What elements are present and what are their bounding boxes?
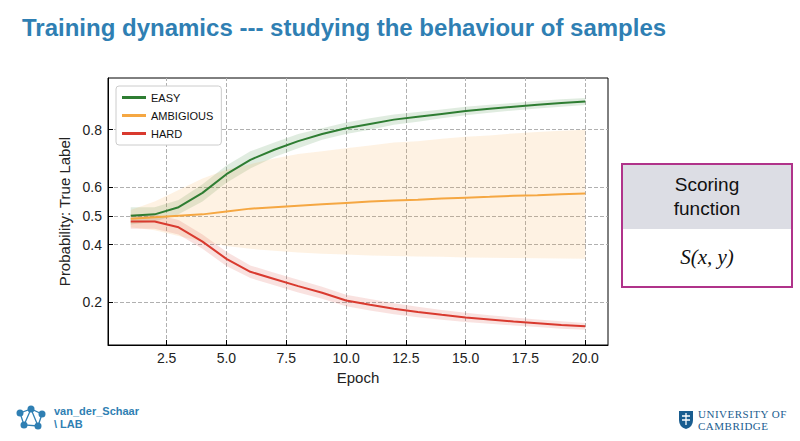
svg-text:EASY: EASY [151,92,181,104]
html-text:Scoring function: Scoring function [673,174,741,219]
svg-text:0.6: 0.6 [83,179,103,195]
svg-text:2.5: 2.5 [157,350,177,366]
svg-text:7.5: 7.5 [276,350,296,366]
svg-text:AMBIGIOUS: AMBIGIOUS [151,110,213,122]
svg-text:0.5: 0.5 [83,208,103,224]
svg-text:0.4: 0.4 [83,237,103,253]
svg-text:Epoch: Epoch [337,369,380,386]
svg-text:Probability: True Label: Probability: True Label [56,137,73,286]
svg-text:0.8: 0.8 [83,122,103,138]
svg-text:0.2: 0.2 [83,294,103,310]
html-text:UNIVERSITY OF: UNIVERSITY OF [698,408,787,420]
svg-text:20.0: 20.0 [572,350,599,366]
svg-text:17.5: 17.5 [512,350,539,366]
html-text:CAMBRIDGE: CAMBRIDGE [698,420,769,432]
svg-text:10.0: 10.0 [332,350,359,366]
html-text:\ LAB: \ LAB [54,418,83,430]
html-text:S(x, y): S(x, y) [680,245,734,269]
svg-text:HARD: HARD [151,128,182,140]
svg-text:12.5: 12.5 [392,350,419,366]
html-text:Training dynamics --- studying: Training dynamics --- studying the behav… [22,14,667,41]
svg-text:5.0: 5.0 [217,350,237,366]
html-text:van_der_Schaar: van_der_Schaar [54,405,139,417]
svg-text:15.0: 15.0 [452,350,479,366]
